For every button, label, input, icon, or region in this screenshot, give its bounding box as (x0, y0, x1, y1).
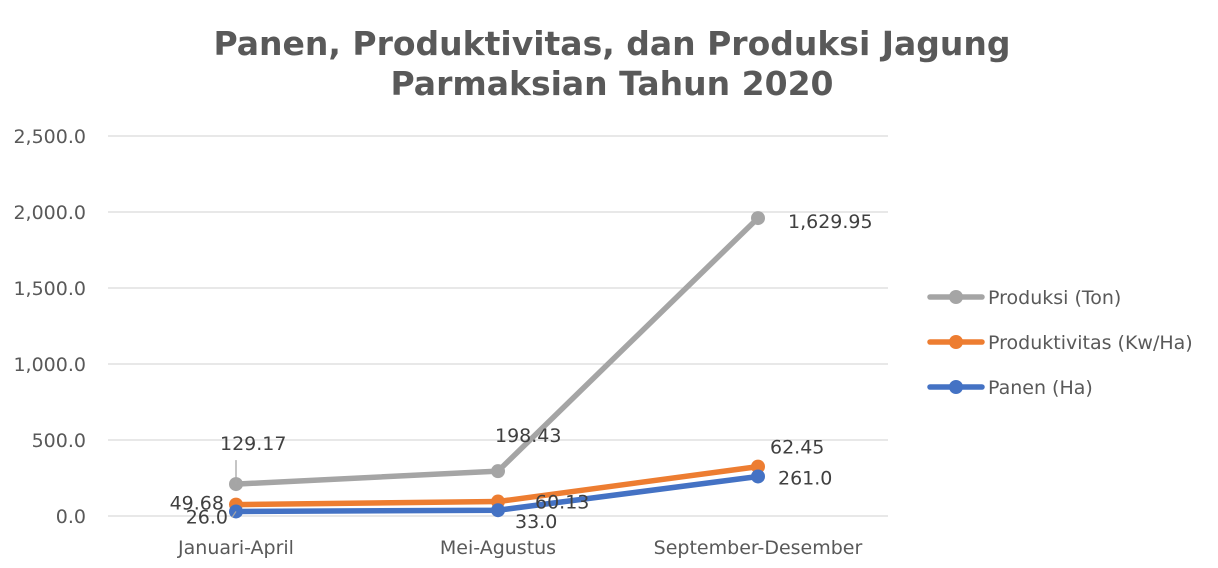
legend-label: Panen (Ha) (988, 377, 1093, 399)
y-tick-label: 2,000.0 (13, 202, 86, 224)
data-label: 1,629.95 (788, 211, 873, 233)
legend-swatch-marker (949, 380, 963, 394)
y-tick-label: 1,000.0 (13, 354, 86, 376)
legend-label: Produktivitas (Kw/Ha) (988, 332, 1193, 354)
series-point (491, 503, 505, 518)
chart-title-line-2: Parmaksian Tahun 2020 (391, 64, 834, 103)
y-axis-ticks: 0.0 500.0 1,000.0 1,500.0 2,000.0 2,500.0 (13, 126, 86, 528)
data-label: 261.0 (778, 467, 832, 489)
data-label-leader (231, 511, 237, 518)
series-group (229, 211, 765, 519)
y-tick-label: 2,500.0 (13, 126, 86, 148)
series-point (751, 469, 765, 484)
series-point (751, 459, 765, 474)
data-label: 129.17 (220, 433, 286, 455)
data-label: 198.43 (495, 425, 561, 447)
y-tick-label: 1,500.0 (13, 278, 86, 300)
data-labels-group: 129.17 198.43 1,629.95 49.68 60.13 62.45 26.0 3… (170, 211, 873, 533)
x-tick-label: Januari-April (177, 537, 294, 559)
x-tick-label: Mei-Agustus (440, 537, 556, 559)
x-tick-label: September-Desember (654, 537, 863, 559)
data-label: 33.0 (515, 511, 557, 533)
y-tick-label: 500.0 (32, 430, 86, 452)
legend: Produksi (Ton) Produktivitas (Kw/Ha) Panen… (927, 287, 1193, 399)
y-tick-label: 0.0 (56, 506, 86, 528)
series-point (491, 464, 505, 479)
legend-swatch-marker (949, 290, 963, 304)
chart-title-line-1: Panen, Produktivitas, dan Produksi Jagun… (213, 24, 1010, 63)
series-point (751, 211, 765, 226)
data-label: 60.13 (535, 492, 589, 514)
data-label: 62.45 (770, 437, 824, 459)
legend-label: Produksi (Ton) (988, 287, 1121, 309)
legend-swatch-marker (949, 335, 963, 349)
data-label: 49.68 (170, 493, 224, 515)
data-label: 26.0 (186, 506, 228, 528)
x-axis-ticks: Januari-April Mei-Agustus September-Desemb… (177, 537, 862, 559)
